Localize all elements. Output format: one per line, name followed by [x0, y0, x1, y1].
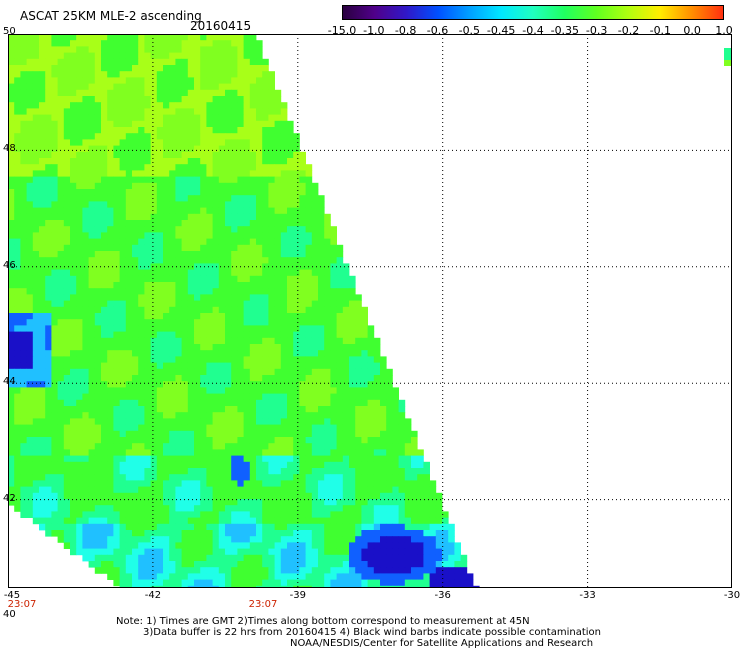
colorbar-label: -0.35 — [550, 24, 580, 37]
time-label: 23:07 — [7, 599, 37, 610]
colorbar-label: -0.6 — [426, 24, 449, 37]
note-line-3: NOAA/NESDIS/Center for Satellite Applica… — [290, 638, 594, 649]
colorbar-label: -15.0 — [327, 24, 357, 37]
colorbar-label: -0.3 — [585, 24, 608, 37]
longitude-label: -36 — [434, 590, 451, 601]
longitude-label: -39 — [289, 590, 306, 601]
colorbar-label: 0.0 — [683, 24, 701, 37]
colorbar-label: -1.0 — [363, 24, 385, 37]
longitude-label: -42 — [144, 590, 162, 601]
colorbar-label: -0.1 — [649, 24, 672, 37]
time-label: 23:07 — [248, 599, 278, 610]
longitude-label: -30 — [723, 590, 740, 601]
longitude-label: -45 — [3, 590, 21, 601]
colorbar-label: -0.4 — [522, 24, 544, 37]
longitude-label: -33 — [579, 590, 596, 601]
note-line-1: Note: 1) Times are GMT 2)Times along bot… — [116, 616, 530, 627]
latitude-label: 42 — [3, 492, 16, 504]
colorbar-label: -0.5 — [458, 24, 481, 37]
colorbar-label: -0.2 — [617, 24, 640, 37]
note-line-2: 3)Data buffer is 22 hrs from 20160415 4)… — [143, 627, 601, 638]
latitude-label: 40 — [3, 609, 16, 620]
latitude-label: 44 — [3, 376, 16, 388]
lat-lon-grid — [8, 34, 732, 588]
latitude-label: 46 — [3, 259, 16, 271]
latitude-label: 48 — [3, 143, 16, 155]
map-title: ASCAT 25KM MLE-2 ascending — [20, 9, 202, 23]
swath-cells — [8, 34, 732, 588]
latitude-label: 50 — [3, 26, 16, 37]
map-date: 20160415 — [190, 19, 252, 33]
plot-frame — [8, 34, 732, 588]
colorbar — [342, 5, 724, 20]
colorbar-label: -0.8 — [394, 24, 417, 37]
swath-map — [8, 34, 732, 588]
colorbar-label: 1.0 — [715, 24, 733, 37]
colorbar-label: -0.45 — [486, 24, 516, 37]
